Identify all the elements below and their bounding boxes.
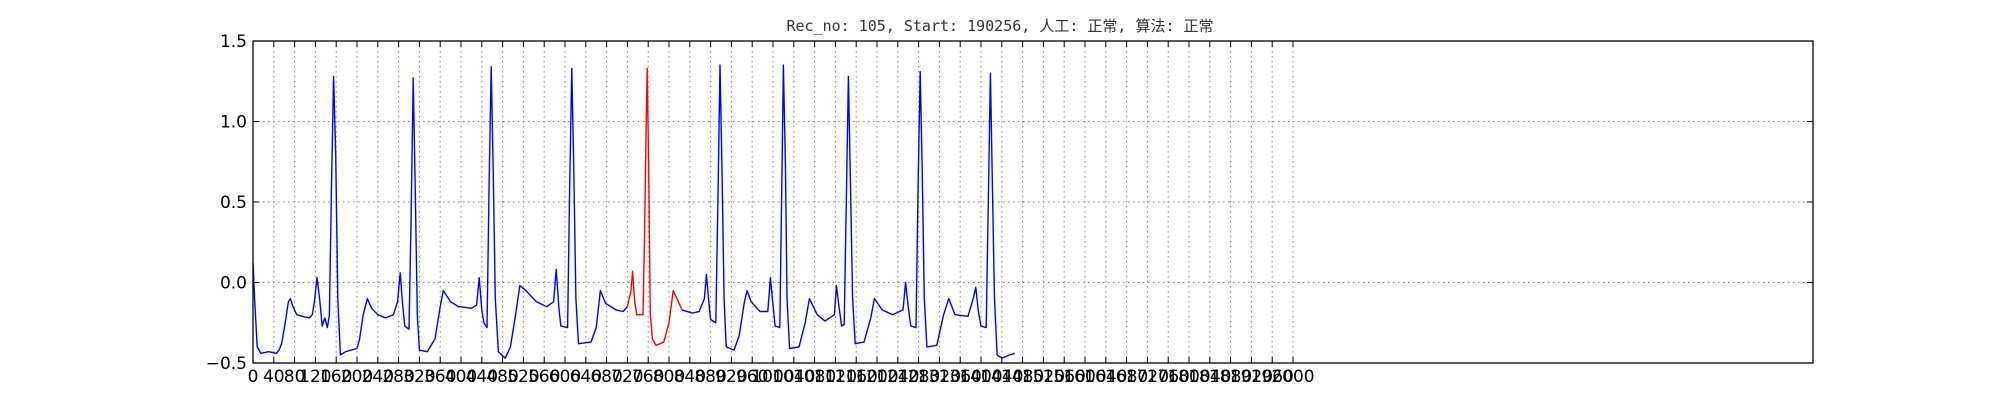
x-tick-label: 1440 xyxy=(980,367,1023,387)
x-tick-label: 1760 xyxy=(1147,367,1190,387)
x-tick-label: 80 xyxy=(284,367,306,387)
y-tick-label: 1.5 xyxy=(220,32,247,52)
x-tick-label: 640 xyxy=(570,367,602,387)
x-tick-label: 120 xyxy=(299,367,331,387)
plot-series xyxy=(252,64,1016,359)
y-tick-label: 0.0 xyxy=(220,274,247,294)
x-tick-label: 1560 xyxy=(1043,367,1086,387)
x-tick-label: 40 xyxy=(263,367,285,387)
x-tick-label: 840 xyxy=(674,367,706,387)
x-tick-label: 1280 xyxy=(897,367,940,387)
x-tick-label: 920 xyxy=(715,367,747,387)
grid-lines xyxy=(253,41,1813,363)
x-tick-label: 1520 xyxy=(1022,367,1065,387)
x-tick-label: 1800 xyxy=(1167,367,1210,387)
x-tick-label: 1360 xyxy=(939,367,982,387)
x-tick-label: 560 xyxy=(528,367,560,387)
x-tick-label: 720 xyxy=(611,367,643,387)
x-tick-label: 960 xyxy=(736,367,768,387)
x-tick-label: 1320 xyxy=(918,367,961,387)
x-tick-label: 280 xyxy=(382,367,414,387)
x-tick-label: 1680 xyxy=(1105,367,1148,387)
x-tick-label: 520 xyxy=(507,367,539,387)
x-axis-ticks: 0 40 8012016020024028032036040044048052056… xyxy=(248,41,1315,387)
x-tick-label: 1200 xyxy=(855,367,898,387)
x-tick-label: 2000 xyxy=(1271,367,1314,387)
x-tick-label: 600 xyxy=(549,367,581,387)
x-tick-label: 1600 xyxy=(1063,367,1106,387)
x-tick-label: 760 xyxy=(632,367,664,387)
x-tick-label: 1040 xyxy=(772,367,815,387)
x-tick-label: 1840 xyxy=(1188,367,1231,387)
x-tick-label: 1000 xyxy=(751,367,794,387)
x-tick-label: 1640 xyxy=(1084,367,1127,387)
x-tick-label: 440 xyxy=(466,367,498,387)
x-tick-label: 1080 xyxy=(793,367,836,387)
ecg-series-2 xyxy=(626,67,683,346)
x-tick-label: 480 xyxy=(486,367,518,387)
y-tick-label: 0.5 xyxy=(220,193,247,213)
x-tick-label: 200 xyxy=(341,367,373,387)
y-axis-ticks: −0.5 0.0 0.5 1.0 1.5 xyxy=(206,32,1813,374)
x-tick-label: 1480 xyxy=(1001,367,1044,387)
x-tick-label: 1400 xyxy=(959,367,1002,387)
x-tick-label: 1720 xyxy=(1126,367,1169,387)
x-tick-label: 680 xyxy=(590,367,622,387)
x-tick-label: 880 xyxy=(694,367,726,387)
x-tick-label: 800 xyxy=(653,367,685,387)
x-tick-label: 1960 xyxy=(1251,367,1294,387)
y-tick-label: −0.5 xyxy=(206,354,247,374)
chart-title: Rec_no: 105, Start: 190256, 人工: 正常, 算法: … xyxy=(786,17,1213,35)
x-tick-label: 1880 xyxy=(1209,367,1252,387)
x-tick-label: 320 xyxy=(403,367,435,387)
x-tick-label: 240 xyxy=(362,367,394,387)
y-tick-label: 1.0 xyxy=(220,113,247,133)
x-tick-label: 360 xyxy=(424,367,456,387)
x-tick-label: 1160 xyxy=(835,367,878,387)
x-tick-label: 1240 xyxy=(876,367,919,387)
x-tick-label: 160 xyxy=(320,367,352,387)
x-tick-label: 1120 xyxy=(814,367,857,387)
ecg-series-3 xyxy=(681,64,1016,359)
x-tick-label: 1920 xyxy=(1230,367,1273,387)
x-tick-label: 400 xyxy=(445,367,477,387)
ecg-series-1 xyxy=(252,66,628,359)
x-tick-label: 0 xyxy=(248,367,259,387)
